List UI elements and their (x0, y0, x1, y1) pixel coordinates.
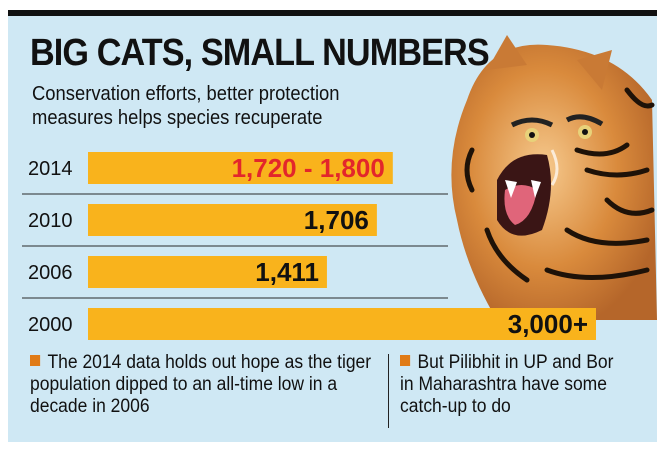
value-label-2000: 3,000+ (508, 309, 588, 339)
chart-title: BIG CATS, SMALL NUMBERS (30, 32, 490, 74)
year-label-2000: 2000 (28, 314, 73, 336)
year-label-2014: 2014 (28, 158, 73, 180)
note-2014: The 2014 data holds out hope as the tige… (30, 352, 380, 418)
bar-2000 (88, 308, 596, 340)
note-text: The 2014 data holds out hope as the tige… (30, 352, 372, 417)
note-text: But Pilibhit in UP and Bor in Maharashtr… (400, 352, 614, 417)
top-rule (8, 10, 657, 16)
year-label-2010: 2010 (28, 210, 73, 232)
infographic-panel: BIG CATS, SMALL NUMBERS Conservation eff… (8, 10, 657, 442)
notes-divider (388, 354, 389, 428)
bar-chart: 2014 1,720 - 1,800 2010 1,706 2006 1,411 2000 3… (22, 152, 596, 340)
bar-2014 (88, 152, 393, 184)
note-pilibhit: But Pilibhit in UP and Bor in Maharashtr… (400, 352, 630, 418)
year-label-2006: 2006 (28, 262, 73, 284)
tiger-illustration (451, 35, 657, 320)
bullet-square-icon (30, 355, 41, 366)
value-label-2014: 1,720 - 1,800 (232, 153, 385, 183)
value-label-2010: 1,706 (304, 205, 369, 235)
bullet-square-icon (400, 355, 411, 366)
value-label-2006: 1,411 (255, 257, 319, 287)
chart-subtitle: Conservation efforts, better protection … (32, 83, 340, 129)
bar-2006 (88, 256, 327, 288)
bar-2010 (88, 204, 377, 236)
